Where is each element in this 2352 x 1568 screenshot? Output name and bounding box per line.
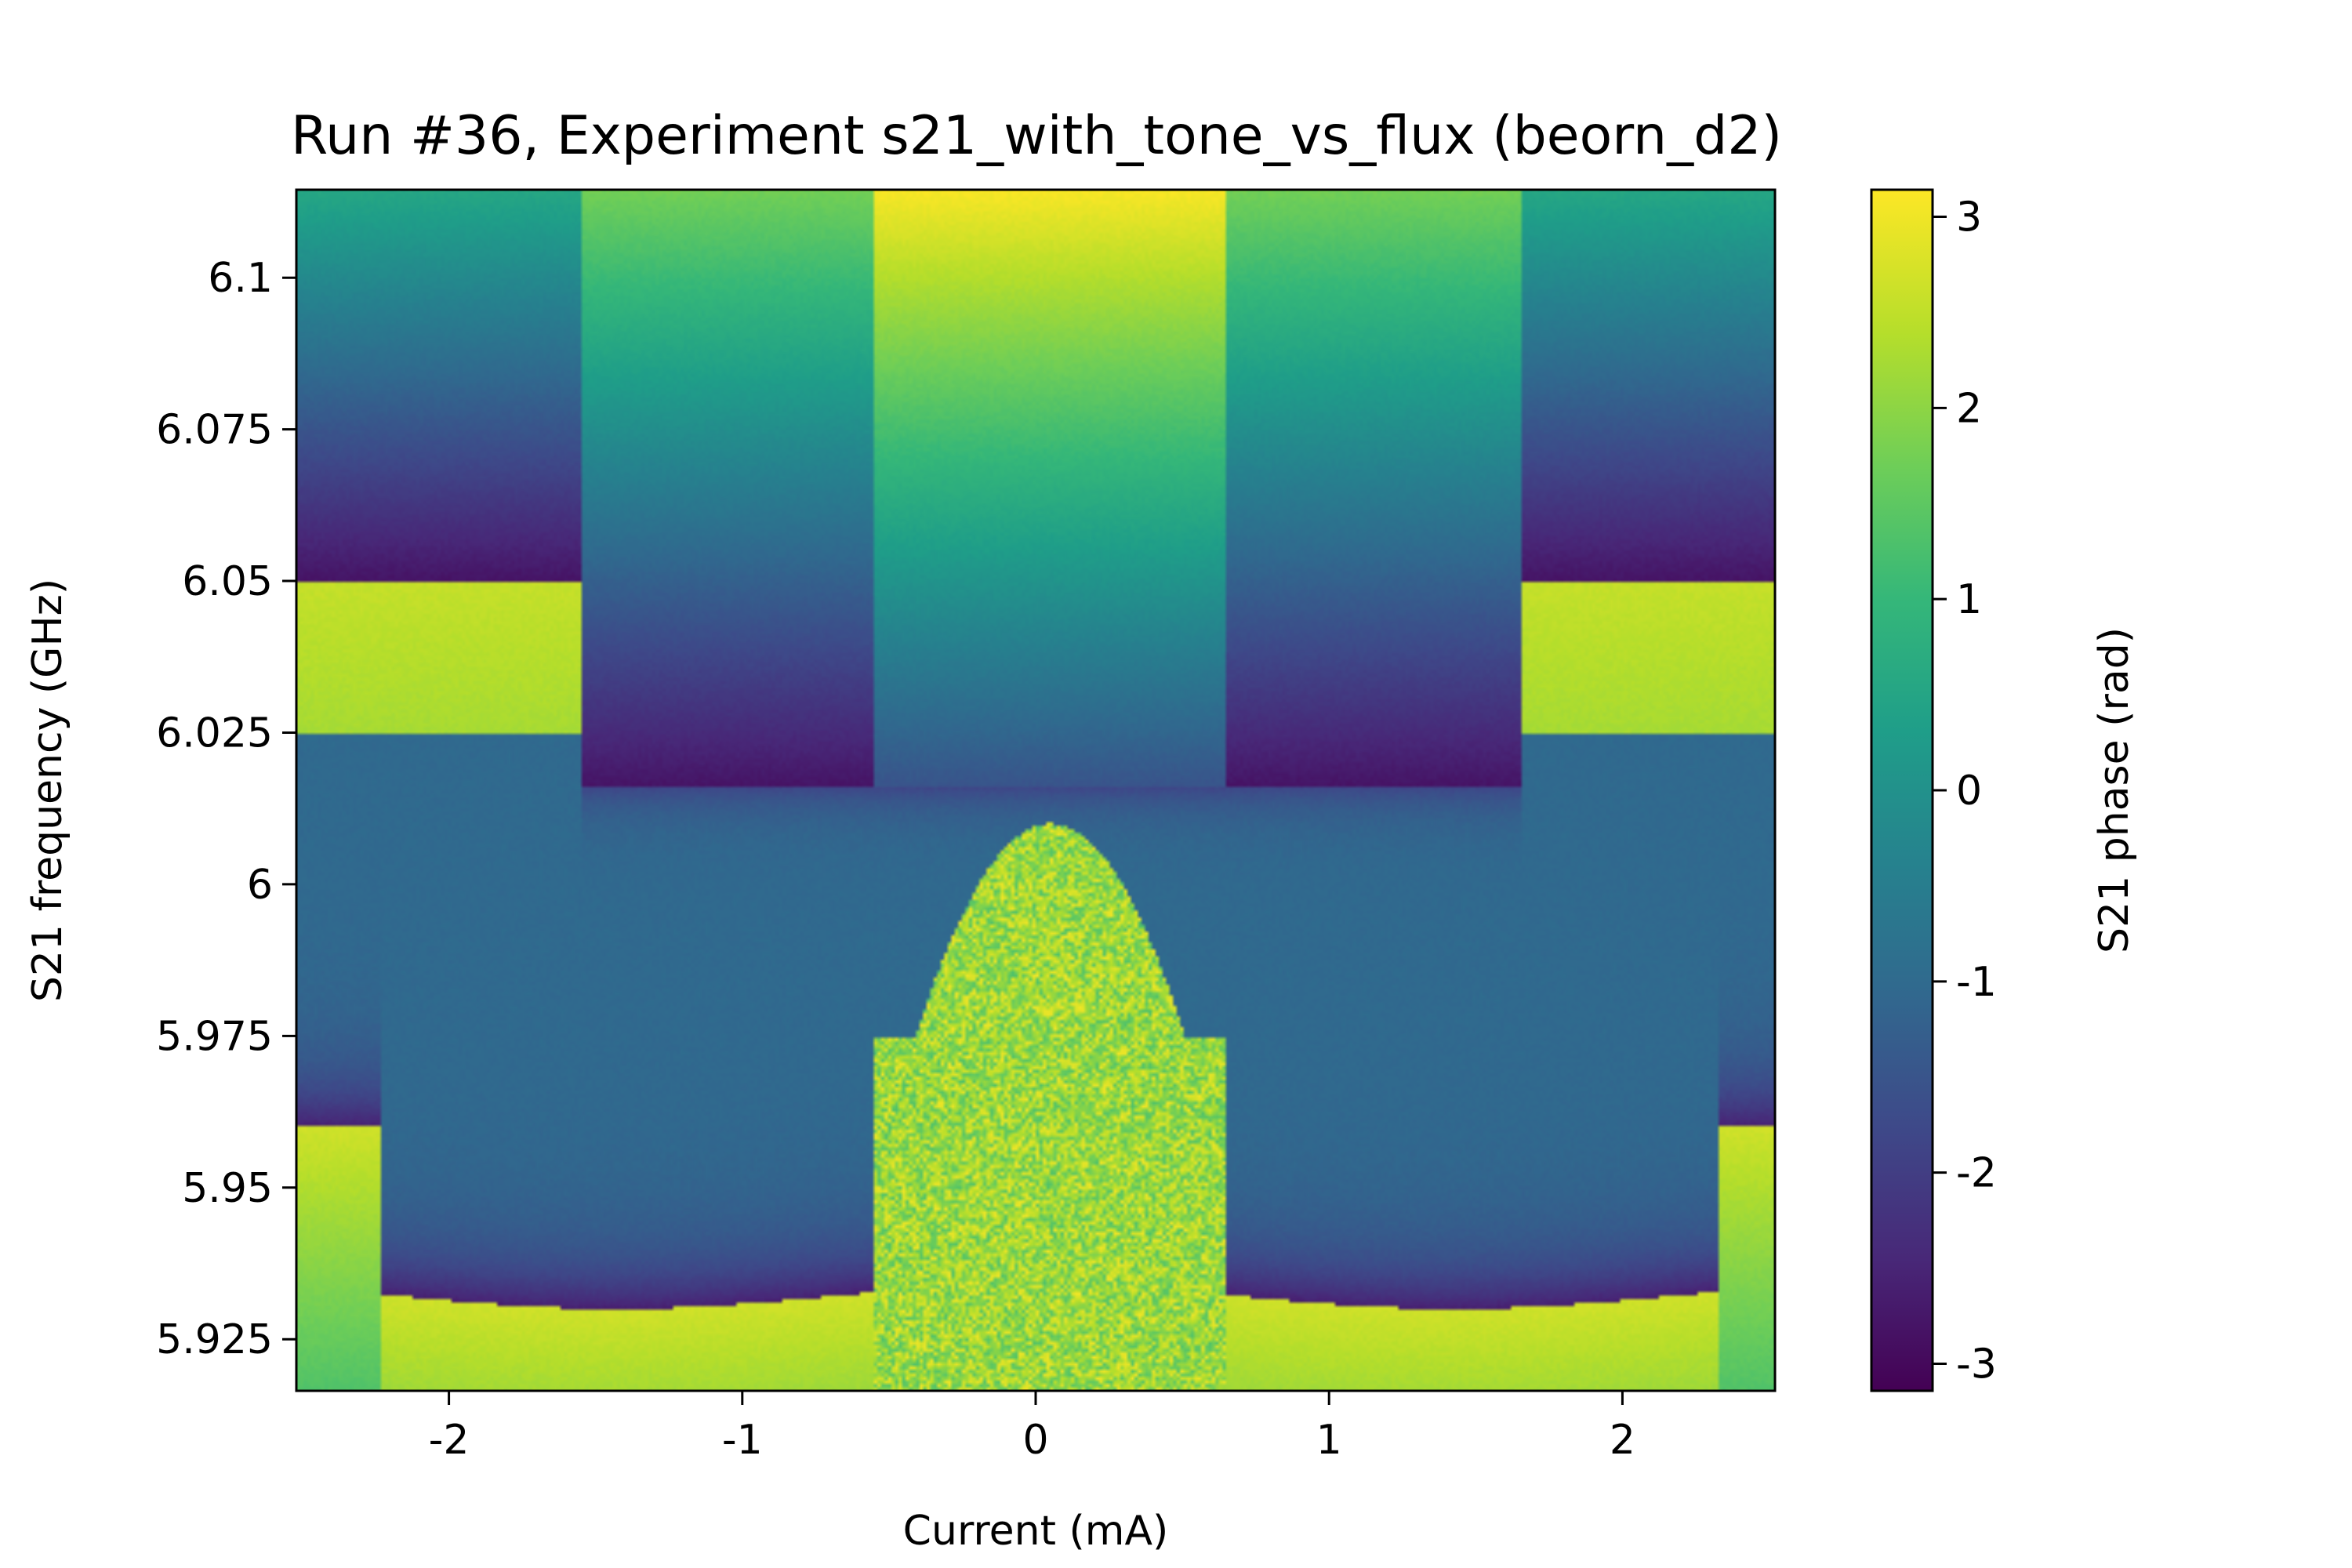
x-tick-label: -2 — [429, 1417, 470, 1464]
colorbar-label: S21 phase (rad) — [2091, 627, 2138, 953]
x-axis-label: Current (mA) — [903, 1508, 1169, 1555]
y-axis-label: S21 frequency (GHz) — [24, 579, 71, 1002]
x-tick-label: 1 — [1316, 1417, 1342, 1464]
colorbar-tick-label: -3 — [1956, 1341, 1997, 1388]
y-axis-ticks: 5.925 5.95 5.975 6 6.025 6.05 6.075 6.1 — [156, 255, 296, 1363]
x-tick-label: 0 — [1022, 1417, 1048, 1464]
colorbar — [1871, 190, 1933, 1391]
heatmap — [296, 190, 1775, 1391]
y-tick-label: 6.05 — [182, 558, 273, 605]
chart-title: Run #36, Experiment s21_with_tone_vs_flu… — [291, 105, 1782, 167]
y-tick-label: 5.95 — [182, 1165, 273, 1212]
heatmap-image — [296, 190, 1775, 1391]
y-tick-label: 6 — [247, 862, 273, 909]
colorbar-tick-label: 0 — [1956, 768, 1982, 815]
x-tick-label: -1 — [722, 1417, 763, 1464]
y-tick-label: 6.1 — [208, 255, 273, 302]
colorbar-ticks: -3 -2 -1 0 1 2 3 — [1933, 194, 1997, 1388]
y-tick-label: 6.075 — [156, 407, 273, 454]
x-tick-label: 2 — [1610, 1417, 1635, 1464]
y-tick-label: 5.925 — [156, 1316, 273, 1363]
colorbar-tick-label: -1 — [1956, 959, 1997, 1006]
colorbar-tick-label: 3 — [1956, 194, 1982, 241]
colorbar-tick-label: 2 — [1956, 385, 1982, 432]
colorbar-tick-label: 1 — [1956, 576, 1982, 623]
x-axis-ticks: -2 -1 0 1 2 — [429, 1391, 1635, 1464]
colorbar-tick-label: -2 — [1956, 1150, 1997, 1197]
y-tick-label: 5.975 — [156, 1013, 273, 1060]
y-tick-label: 6.025 — [156, 710, 273, 757]
